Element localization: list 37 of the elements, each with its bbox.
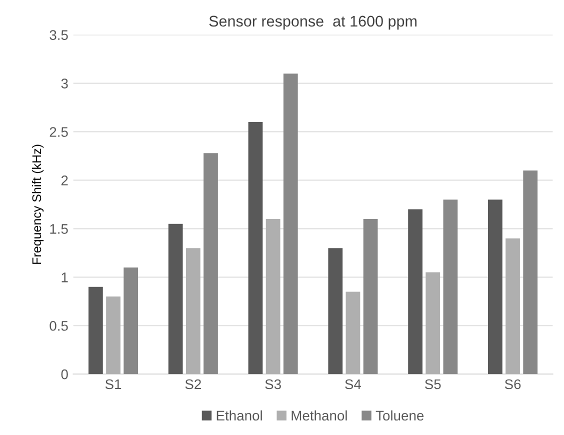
bar	[186, 248, 200, 374]
y-tick-label: 1	[62, 272, 68, 282]
bar	[523, 170, 538, 374]
bar	[88, 286, 103, 374]
bar	[266, 218, 280, 374]
bar	[346, 292, 360, 374]
x-tick-label: S4	[345, 379, 362, 390]
chart-title: Sensor response at 1600 ppm	[209, 16, 416, 30]
y-tick-label: 1.5	[50, 224, 68, 234]
bar	[488, 200, 502, 374]
bar	[248, 122, 263, 374]
y-tick-label: 0.5	[50, 320, 68, 331]
y-tick-label: 2	[61, 176, 68, 186]
bar	[363, 218, 378, 374]
legend-label: Ethanol	[216, 410, 262, 421]
bar	[204, 153, 218, 374]
x-tick-label: S5	[425, 379, 441, 390]
bar	[124, 267, 138, 374]
bar	[426, 272, 440, 374]
legend-label: Toluene	[376, 410, 424, 421]
bar	[106, 296, 120, 374]
x-tick-label: S2	[185, 379, 201, 390]
bar	[506, 238, 520, 374]
y-tick-label: 0	[61, 369, 68, 380]
legend-label: Methanol	[292, 410, 347, 421]
bar	[443, 200, 458, 374]
bar	[408, 209, 422, 374]
bar	[283, 74, 298, 374]
bar	[168, 224, 183, 374]
x-tick-label: S3	[265, 379, 281, 390]
x-tick-label: S1	[105, 379, 122, 390]
y-tick-label: 2.5	[50, 127, 68, 137]
y-axis-title: Frequency Shift (kHz)	[32, 144, 44, 264]
bar	[328, 248, 343, 374]
y-tick-label: 3.5	[50, 30, 68, 40]
x-tick-label: S6	[504, 379, 521, 390]
y-tick-label: 3	[61, 78, 68, 88]
